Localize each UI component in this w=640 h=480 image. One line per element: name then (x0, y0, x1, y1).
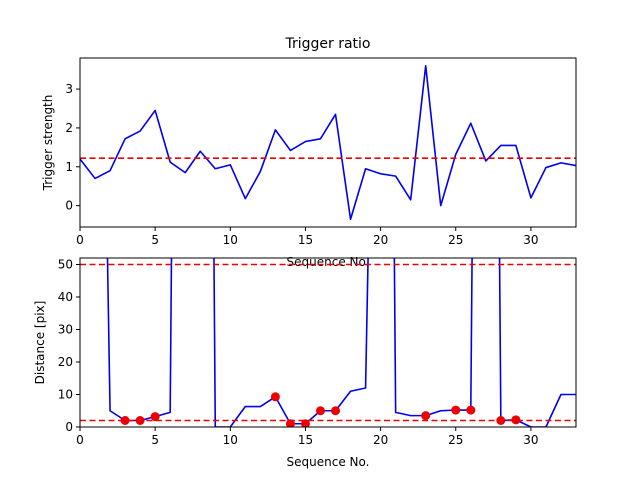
x-tick-label: 25 (448, 433, 463, 447)
y-tick-label: 2 (65, 121, 73, 135)
x-tick-label: 20 (373, 233, 388, 247)
y-tick-label: 0 (65, 420, 73, 434)
y-tick-label: 0 (65, 199, 73, 213)
x-tick-label: 10 (223, 233, 238, 247)
y-tick-label: 20 (58, 355, 73, 369)
y-tick-label: 10 (58, 388, 73, 402)
x-tick-label: 0 (76, 433, 84, 447)
x-tick-label: 5 (151, 433, 159, 447)
x-axis-label: Sequence No. (287, 455, 370, 469)
x-tick-label: 5 (151, 233, 159, 247)
x-tick-label: 10 (223, 433, 238, 447)
data-point (451, 405, 461, 415)
x-axis-label: Sequence No. (287, 255, 370, 269)
x-tick-label: 0 (76, 233, 84, 247)
data-point (331, 406, 341, 416)
plot-area (80, 64, 576, 221)
y-tick-label: 40 (58, 290, 73, 304)
data-point (466, 405, 476, 415)
data-point (270, 392, 280, 402)
bottom-chart: 0 5 10 15 20 25 30 0 10 20 30 40 50 Sequence No. Dista… (33, 257, 577, 469)
y-tick-label: 50 (58, 258, 73, 272)
x-tick-label: 30 (523, 433, 538, 447)
y-tick-label: 3 (65, 82, 73, 96)
x-tick-label: 15 (298, 233, 313, 247)
y-tick-label: 30 (58, 323, 73, 337)
data-point (315, 406, 325, 416)
data-point (120, 416, 130, 425)
x-tick-label: 20 (373, 433, 388, 447)
x-tick-label: 30 (523, 233, 538, 247)
top-chart: 0 5 10 15 20 25 30 0 1 2 3 Trigger ratio Sequence No… (41, 36, 577, 269)
series-line (80, 64, 576, 221)
x-tick-label: 15 (298, 433, 313, 447)
y-axis-label: Trigger strength (41, 95, 55, 192)
y-tick-label: 1 (65, 160, 73, 174)
y-axis-label: Distance [pix] (33, 301, 47, 385)
axes-frame (79, 257, 577, 428)
plot-area (80, 258, 576, 427)
x-tick-label: 25 (448, 233, 463, 247)
data-point (421, 411, 431, 421)
data-point (150, 412, 160, 422)
axes-frame (79, 57, 577, 228)
data-point (511, 415, 521, 425)
chart-title: Trigger ratio (284, 36, 370, 52)
